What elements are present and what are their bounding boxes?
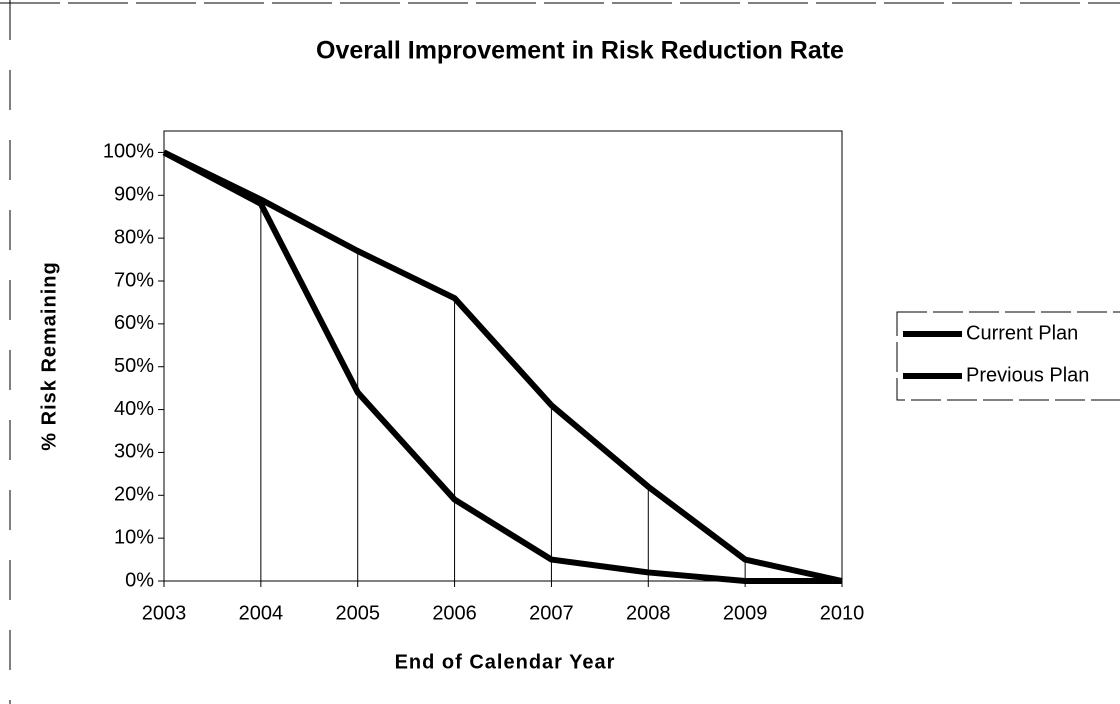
y-tick-label: 0% [125, 569, 154, 591]
x-tick-label: 2007 [529, 602, 574, 624]
x-tick-label: 2006 [432, 602, 477, 624]
y-tick-label: 10% [114, 526, 154, 548]
legend-label: Previous Plan [966, 364, 1089, 386]
legend [896, 311, 1120, 401]
x-tick-label: 2009 [723, 602, 768, 624]
x-tick-label: 2010 [820, 602, 865, 624]
x-tick-label: 2008 [626, 602, 671, 624]
y-tick-label: 90% [114, 184, 154, 206]
y-tick-label: 30% [114, 441, 154, 463]
series-line [162, 149, 842, 584]
y-axis-label: % Risk Remaining [38, 261, 60, 450]
y-tick-label: 40% [114, 398, 154, 420]
y-tick-label: 50% [114, 355, 154, 377]
y-tick-label: 20% [114, 484, 154, 506]
x-axis-label: End of Calendar Year [395, 651, 616, 673]
y-tick-label: 80% [114, 226, 154, 248]
legend-label: Current Plan [966, 322, 1078, 344]
y-tick-label: 100% [103, 141, 154, 163]
chart-title: Overall Improvement in Risk Reduction Ra… [316, 37, 844, 65]
series-line [162, 149, 843, 584]
x-tick-label: 2005 [335, 602, 380, 624]
x-tick-label: 2003 [142, 602, 187, 624]
y-tick-label: 70% [114, 269, 154, 291]
x-tick-label: 2004 [239, 602, 284, 624]
y-tick-label: 60% [114, 312, 154, 334]
